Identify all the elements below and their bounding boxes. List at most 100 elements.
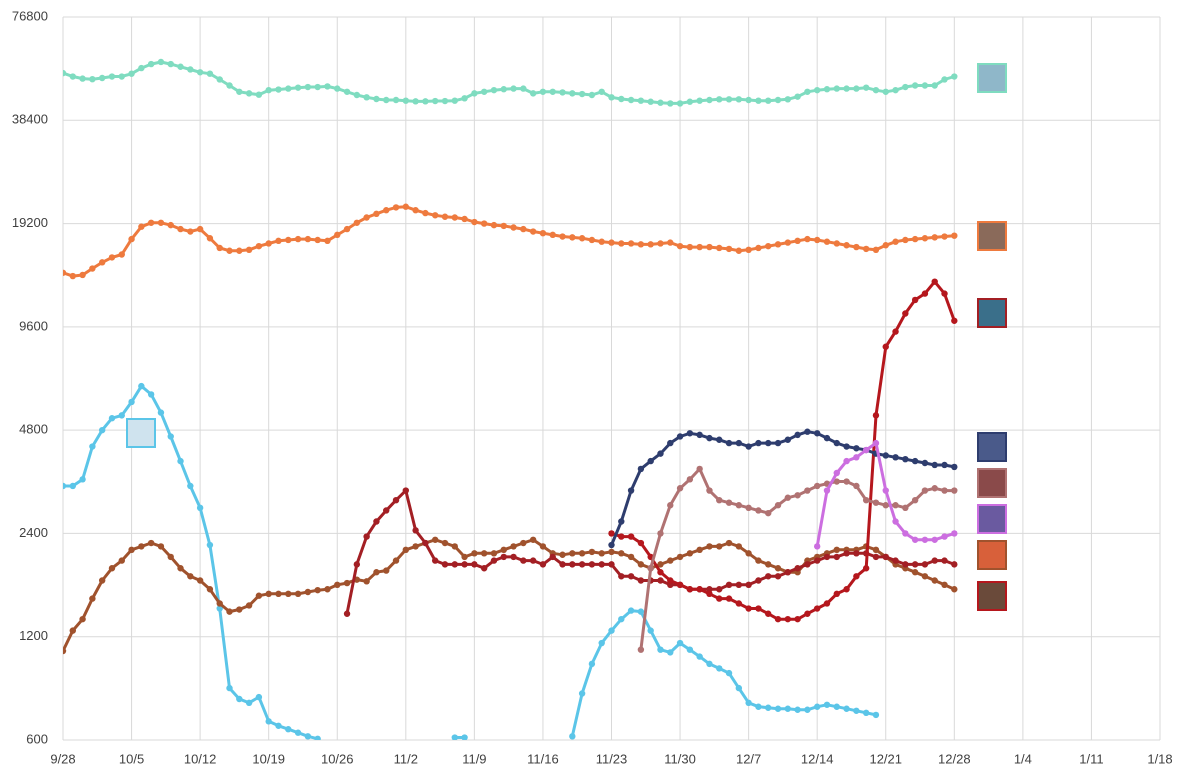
- data-point: [520, 225, 527, 233]
- data-point: [902, 83, 909, 91]
- data-point: [637, 465, 645, 473]
- data-point: [706, 434, 713, 442]
- data-point: [471, 218, 478, 226]
- x-tick-label: 11/9: [462, 751, 486, 766]
- data-point: [902, 530, 909, 537]
- data-point: [774, 615, 782, 623]
- data-point: [245, 90, 253, 97]
- data-point: [157, 58, 165, 66]
- data-point: [951, 586, 958, 593]
- data-point: [657, 561, 664, 568]
- data-point: [431, 536, 439, 543]
- data-point: [765, 610, 772, 617]
- data-point: [343, 88, 351, 95]
- data-point: [422, 209, 429, 217]
- data-point: [667, 239, 674, 246]
- data-point: [118, 412, 125, 419]
- x-tick-label: 9/28: [50, 751, 75, 766]
- y-tick-label: 1200: [19, 628, 48, 643]
- data-point: [951, 463, 958, 471]
- data-point: [206, 541, 214, 549]
- data-point: [745, 246, 752, 254]
- data-point: [138, 64, 145, 72]
- data-point: [931, 461, 938, 469]
- series-icon: [977, 221, 1007, 251]
- data-point: [627, 607, 635, 614]
- grid: 600 1200 2400 4800 9600 19200 38400 76800 9/28 10…: [12, 8, 1173, 766]
- data-point: [196, 69, 204, 76]
- data-point: [608, 627, 615, 634]
- data-point: [853, 550, 860, 557]
- data-point: [549, 231, 556, 239]
- data-point: [696, 97, 703, 104]
- data-point: [725, 439, 733, 447]
- data-point: [461, 561, 468, 568]
- data-point: [862, 446, 870, 454]
- data-point: [265, 718, 272, 725]
- data-point: [745, 581, 752, 589]
- data-point: [157, 219, 165, 226]
- data-point: [872, 553, 880, 561]
- data-point: [618, 550, 625, 557]
- data-point: [236, 88, 243, 95]
- data-point: [588, 236, 596, 244]
- data-point: [431, 557, 439, 564]
- data-point: [853, 445, 860, 452]
- data-point: [63, 482, 67, 490]
- data-point: [647, 565, 654, 572]
- data-point: [578, 690, 586, 697]
- data-point: [392, 496, 400, 504]
- series-line: [63, 60, 955, 105]
- data-point: [676, 581, 684, 589]
- data-point: [539, 88, 547, 95]
- data-point: [902, 455, 909, 463]
- data-point: [569, 90, 576, 97]
- data-point: [853, 243, 860, 251]
- data-point: [618, 573, 625, 580]
- data-point: [745, 550, 752, 557]
- data-point: [98, 426, 106, 434]
- data-point: [402, 97, 410, 104]
- data-point: [921, 235, 929, 242]
- x-tick-label: 1/11: [1079, 751, 1103, 766]
- data-point: [402, 546, 410, 554]
- data-point: [196, 577, 204, 584]
- data-point: [216, 244, 223, 252]
- data-point: [872, 546, 880, 554]
- data-point: [451, 734, 458, 740]
- data-point: [676, 639, 684, 647]
- data-point: [431, 97, 439, 105]
- data-point: [647, 241, 654, 248]
- data-point: [245, 602, 253, 609]
- data-point: [402, 203, 410, 210]
- x-tick-label: 12/7: [736, 751, 761, 766]
- data-point: [735, 543, 743, 550]
- data-point: [108, 73, 116, 80]
- data-point: [637, 561, 645, 568]
- series-icon: [977, 432, 1007, 462]
- data-point: [813, 703, 821, 710]
- data-point: [324, 83, 331, 90]
- data-point: [128, 235, 135, 243]
- data-point: [892, 454, 899, 461]
- data-point: [716, 586, 723, 593]
- data-point: [745, 443, 752, 450]
- data-point: [304, 733, 312, 740]
- lines: [63, 58, 958, 740]
- data-point: [686, 243, 694, 251]
- data-point: [480, 565, 488, 572]
- data-point: [559, 561, 566, 568]
- data-point: [735, 247, 743, 254]
- y-tick-label: 2400: [19, 525, 48, 540]
- data-point: [706, 543, 713, 550]
- data-point: [627, 487, 635, 494]
- y-tick-label: 76800: [12, 8, 48, 23]
- data-point: [843, 478, 850, 485]
- data-point: [911, 457, 919, 465]
- x-tick-label: 10/19: [252, 751, 285, 766]
- data-point: [255, 592, 263, 599]
- data-point: [921, 290, 929, 297]
- data-point: [520, 85, 527, 92]
- data-point: [931, 485, 938, 492]
